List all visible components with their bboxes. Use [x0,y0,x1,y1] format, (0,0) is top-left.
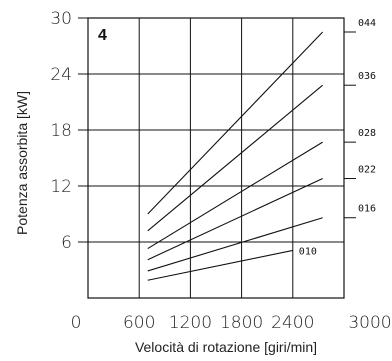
series-line-036 [147,84,324,232]
x-tick-labels: 0 600 1200 1800 2400 3000 [71,313,392,333]
x-tick-label: 3000 [348,313,391,333]
series-label-010: 010 [299,246,317,257]
y-tick-labels: 6 12 18 24 30 [50,9,88,253]
series-label-036: 036 [358,71,376,82]
y-tick-label: 18 [50,121,72,141]
series-label-028: 028 [358,128,376,139]
x-tick-label: 2400 [271,313,314,333]
series-line-044 [147,31,324,215]
series-label-016: 016 [358,204,376,215]
series-labels: 044 036 028 022 016 010 [299,18,376,257]
y-tick-label: 24 [50,65,72,85]
series-label-022: 022 [358,165,376,176]
x-axis-label: Velocità di rotazione [giri/min] [135,339,317,355]
x-tick-label: 0 [71,313,82,333]
series-line-022 [147,178,323,261]
series-lines [147,31,324,281]
series-line-016 [147,217,323,272]
plot-frame [87,17,345,299]
y-tick-label: 6 [61,233,72,253]
chart-title: 4 [98,27,107,44]
series-line-028 [147,141,323,250]
series-line-010 [147,249,293,281]
y-tick-label: 12 [50,177,72,197]
y-axis-label: Potenza assorbita [kW] [14,91,30,235]
series-label-044: 044 [358,18,376,29]
x-tick-label: 1800 [220,313,263,333]
y-tick-label: 30 [50,9,72,29]
x-tick-label: 1200 [169,313,212,333]
grid [88,18,344,298]
x-tick-label: 600 [123,313,155,333]
